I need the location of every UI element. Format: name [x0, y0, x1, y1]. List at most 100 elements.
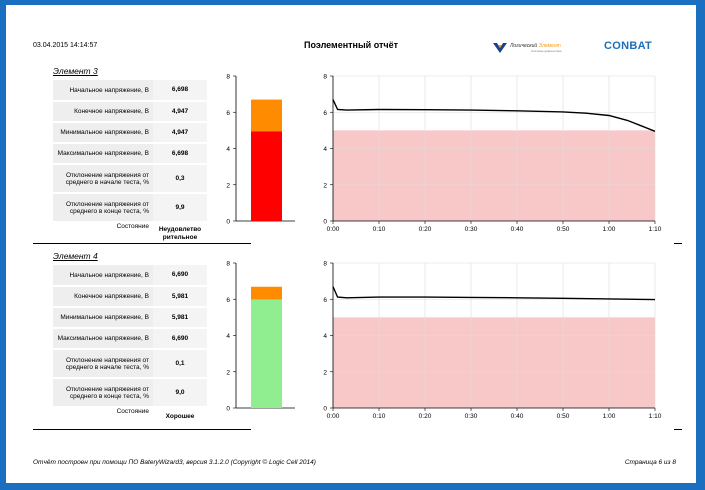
y-tick-label: 0	[323, 219, 327, 226]
param-label: Минимальное напряжение, В	[53, 308, 153, 327]
x-tick-label: 0:00	[327, 226, 340, 233]
x-tick-label: 1:00	[603, 413, 616, 420]
element-3-title: Элемент 3	[53, 66, 98, 76]
param-value: 6,690	[153, 329, 207, 348]
footer-page-number: Страница 6 из 8	[624, 459, 676, 466]
table-row: Начальное напряжение, В 6,698	[53, 80, 207, 100]
element-3-discharge-curve-chart: 0:00 0:10 0:20 0:30 0:40 0:50 1:00 1:10 0 2 4 6 8	[323, 74, 662, 234]
voltage-curve	[332, 99, 656, 132]
deviation-bar	[251, 286, 282, 300]
param-label: Отклонение напряжения от среднего в нача…	[53, 350, 153, 377]
y-tick-label: 8	[226, 74, 230, 81]
x-tick-label: 1:10	[649, 226, 662, 233]
param-value: 6,698	[153, 80, 207, 100]
x-tick-label: 0:50	[557, 413, 570, 420]
element-3-voltage-bar-chart: 0 2 4 6 8	[226, 74, 295, 226]
element-4-discharge-curve-chart: 0:00 0:10 0:20 0:30 0:40 0:50 1:00 1:10 0 2 4 6 8	[323, 261, 662, 421]
x-tick-label: 0:30	[465, 226, 478, 233]
y-tick-label: 8	[323, 261, 327, 268]
param-label: Отклонение напряжения от среднего в конц…	[53, 379, 153, 406]
page-title: Поэлементный отчёт	[303, 40, 399, 50]
logo-mark-icon	[493, 43, 507, 53]
y-tick-label: 2	[226, 182, 230, 189]
param-value: 4,947	[153, 102, 207, 121]
param-value: 9,0	[153, 379, 207, 406]
table-row: Состояние Хорошее	[53, 408, 207, 426]
param-value: 6,690	[153, 265, 207, 285]
table-row: Минимальное напряжение, В 5,981	[53, 308, 207, 327]
table-row: Отклонение напряжения от среднего в конц…	[53, 194, 207, 221]
param-value: 0,3	[153, 165, 207, 192]
element-3-params-table: Начальное напряжение, В 6,698 Конечное на…	[53, 80, 207, 245]
x-tick-label: 0:10	[373, 226, 386, 233]
element-4-title: Элемент 4	[53, 251, 98, 261]
table-row: Максимальное напряжение, В 6,690	[53, 329, 207, 348]
y-tick-label: 4	[226, 333, 230, 340]
y-tick-label: 6	[226, 110, 230, 117]
param-label: Отклонение напряжения от среднего в нача…	[53, 165, 153, 192]
y-tick-label: 2	[323, 369, 327, 376]
param-label: Начальное напряжение, В	[53, 80, 153, 100]
param-value: 5,981	[153, 287, 207, 306]
x-tick-label: 1:10	[649, 413, 662, 420]
logo-text-logic: Логический	[510, 43, 539, 49]
state-value: Неудовлетво рительное	[153, 223, 207, 245]
x-tick-label: 0:10	[373, 413, 386, 420]
divider	[33, 429, 251, 430]
y-tick-label: 8	[323, 74, 327, 81]
param-value: 9,9	[153, 194, 207, 221]
param-label: Начальное напряжение, В	[53, 265, 153, 285]
element-4-params-table: Начальное напряжение, В 6,690 Конечное на…	[53, 265, 207, 426]
report-date: 03.04.2015 14:14:57	[33, 42, 98, 49]
param-label: Максимальное напряжение, В	[53, 329, 153, 348]
param-value: 4,947	[153, 123, 207, 142]
y-tick-label: 6	[323, 297, 327, 304]
param-value: 5,981	[153, 308, 207, 327]
y-tick-label: 0	[226, 406, 230, 413]
y-tick-label: 4	[323, 146, 327, 153]
divider	[674, 243, 682, 244]
x-tick-label: 0:40	[511, 226, 524, 233]
table-row: Максимальное напряжение, В 6,698	[53, 144, 207, 163]
danger-zone	[333, 317, 655, 408]
x-tick-label: 0:30	[465, 413, 478, 420]
final-voltage-bar	[251, 131, 282, 221]
voltage-curve	[332, 286, 656, 301]
param-value: 0,1	[153, 350, 207, 377]
logo-text-element: Элемент	[538, 43, 561, 49]
x-tick-label: 0:20	[419, 226, 432, 233]
x-tick-label: 0:00	[327, 413, 340, 420]
y-tick-label: 6	[226, 297, 230, 304]
table-row: Конечное напряжение, В 5,981	[53, 287, 207, 306]
param-label: Конечное напряжение, В	[53, 102, 153, 121]
table-row: Отклонение напряжения от среднего в конц…	[53, 379, 207, 406]
param-value: 6,698	[153, 144, 207, 163]
y-tick-label: 4	[323, 333, 327, 340]
param-label: Отклонение напряжения от среднего в конц…	[53, 194, 153, 221]
divider	[674, 429, 682, 430]
conbat-logo: CONBAT	[604, 40, 653, 52]
y-tick-label: 0	[226, 219, 230, 226]
state-label: Состояние	[53, 408, 153, 426]
report-page: 03.04.2015 14:14:57 Поэлементный отчёт Л…	[6, 5, 696, 483]
deviation-bar	[251, 99, 282, 132]
x-tick-label: 1:00	[603, 226, 616, 233]
logic-element-logo: Логический Элемент Системы диагностики	[493, 41, 563, 55]
y-tick-label: 2	[323, 182, 327, 189]
table-row: Отклонение напряжения от среднего в нача…	[53, 165, 207, 192]
param-label: Минимальное напряжение, В	[53, 123, 153, 142]
divider	[33, 243, 251, 244]
y-tick-label: 0	[323, 406, 327, 413]
table-row: Отклонение напряжения от среднего в нача…	[53, 350, 207, 377]
footer-copyright: Отчёт построен при помощи ПО BateryWizar…	[33, 459, 316, 466]
logo-tagline: Системы диагностики	[531, 49, 562, 53]
final-voltage-bar	[251, 299, 282, 408]
x-tick-label: 0:20	[419, 413, 432, 420]
danger-zone	[333, 130, 655, 221]
y-tick-label: 6	[323, 110, 327, 117]
param-label: Максимальное напряжение, В	[53, 144, 153, 163]
x-tick-label: 0:40	[511, 413, 524, 420]
y-tick-label: 2	[226, 369, 230, 376]
table-row: Конечное напряжение, В 4,947	[53, 102, 207, 121]
param-label: Конечное напряжение, В	[53, 287, 153, 306]
